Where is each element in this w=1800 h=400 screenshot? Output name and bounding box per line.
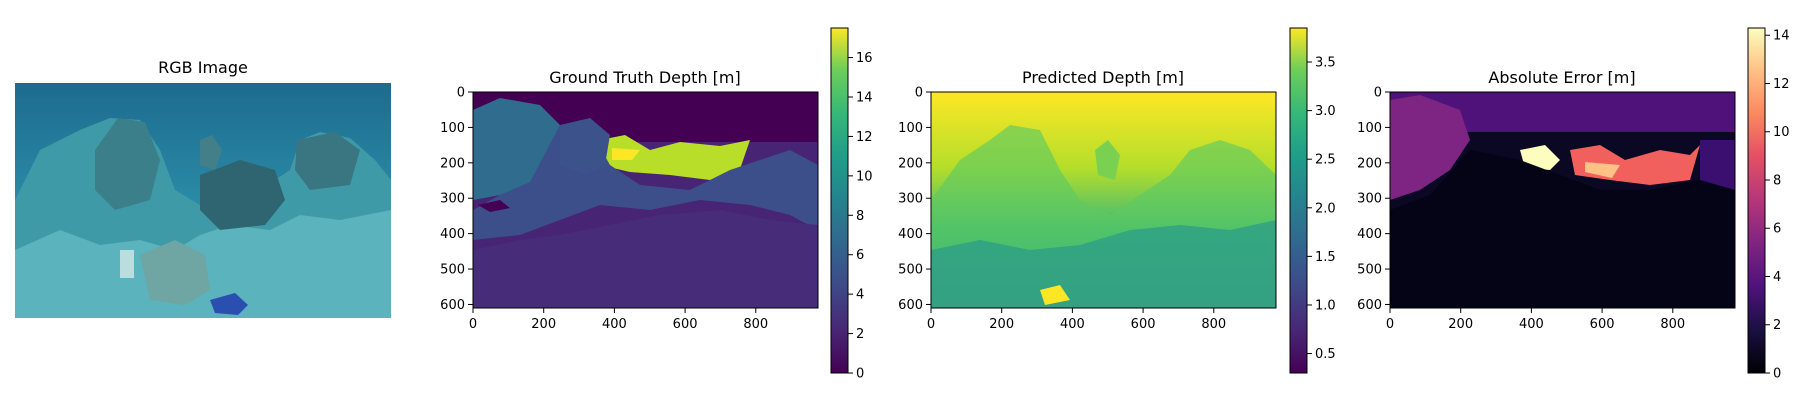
x-tick-label: 800 bbox=[1201, 317, 1226, 332]
x-tick-label: 200 bbox=[1448, 317, 1473, 332]
colorbar-tick-label: 2.0 bbox=[1315, 201, 1336, 216]
pred-title: Predicted Depth [m] bbox=[1022, 68, 1184, 87]
rgb-panel: RGB Image bbox=[15, 58, 391, 318]
y-tick-label: 0 bbox=[915, 86, 923, 101]
error-colorbar bbox=[1747, 27, 1766, 374]
y-tick-label: 200 bbox=[440, 156, 465, 171]
colorbar-tick-label: 8 bbox=[856, 209, 864, 224]
x-tick-label: 0 bbox=[927, 317, 935, 332]
pred-depth-map bbox=[931, 92, 1276, 308]
colorbar-tick-label: 2 bbox=[856, 327, 864, 342]
x-tick-label: 400 bbox=[602, 317, 627, 332]
gt-colorbar bbox=[830, 27, 849, 374]
y-tick-label: 600 bbox=[1357, 298, 1382, 313]
colorbar-tick-label: 4 bbox=[1773, 270, 1781, 285]
error-axes: 0 200 400 600 800 0 100 200 300 400 500 600 bbox=[1357, 86, 1685, 333]
pred-axes: 0 200 400 600 800 0 100 200 300 400 500 600 bbox=[898, 86, 1226, 333]
y-tick-label: 0 bbox=[457, 86, 465, 101]
error-panel: Absolute Error [m] 0 200 400 600 80001002003… bbox=[1357, 27, 1790, 382]
x-tick-label: 800 bbox=[1660, 317, 1685, 332]
colorbar-tick-label: 0 bbox=[1773, 367, 1781, 382]
x-tick-label: 200 bbox=[531, 317, 556, 332]
colorbar-tick-label: 2.5 bbox=[1315, 153, 1336, 168]
rgb-image bbox=[15, 83, 391, 318]
y-tick-label: 300 bbox=[898, 192, 923, 207]
y-tick-label: 100 bbox=[898, 121, 923, 136]
error-map bbox=[1390, 92, 1735, 308]
x-tick-label: 600 bbox=[673, 317, 698, 332]
gt-axes: 0 200 400 600 800 0 100 200 300 400 500 600 bbox=[440, 86, 768, 333]
x-tick-label: 600 bbox=[1590, 317, 1615, 332]
x-tick-label: 0 bbox=[469, 317, 477, 332]
colorbar-tick-label: 4 bbox=[856, 288, 864, 303]
gt-depth-panel: Ground Truth Depth [m] 0 200 400 600 8000100… bbox=[440, 27, 873, 382]
colorbar-tick-label: 14 bbox=[1773, 29, 1790, 44]
colorbar-tick-label: 0 bbox=[856, 367, 864, 382]
pred-depth-panel: Predicted Depth [m] 0 200 400 600 800 0 100 200… bbox=[898, 27, 1336, 374]
colorbar-tick-label: 6 bbox=[856, 248, 864, 263]
colorbar-tick-label: 12 bbox=[1773, 77, 1790, 92]
y-tick-label: 200 bbox=[1357, 156, 1382, 171]
colorbar-tick-label: 3.5 bbox=[1315, 56, 1336, 71]
y-tick-label: 500 bbox=[440, 263, 465, 278]
x-tick-label: 200 bbox=[989, 317, 1014, 332]
gt-colorbar-ticks: 0 2 4 6 8 10 12 14 16 bbox=[848, 51, 873, 382]
x-tick-label: 600 bbox=[1131, 317, 1156, 332]
pred-colorbar-ticks: 0.5 1.0 1.5 2.0 2.5 3.0 3.5 bbox=[1307, 56, 1336, 362]
error-title: Absolute Error [m] bbox=[1488, 68, 1635, 87]
colorbar-tick-label: 8 bbox=[1773, 173, 1781, 188]
colorbar-tick-label: 16 bbox=[856, 51, 873, 66]
y-tick-label: 100 bbox=[440, 121, 465, 136]
colorbar-tick-label: 12 bbox=[856, 130, 873, 145]
y-tick-label: 300 bbox=[1357, 192, 1382, 207]
pred-colorbar bbox=[1289, 27, 1308, 374]
x-tick-label: 800 bbox=[743, 317, 768, 332]
colorbar-tick-label: 2 bbox=[1773, 318, 1781, 333]
y-tick-label: 100 bbox=[1357, 121, 1382, 136]
colorbar-tick-label: 3.0 bbox=[1315, 104, 1336, 119]
colorbar-tick-label: 6 bbox=[1773, 222, 1781, 237]
x-tick-label: 400 bbox=[1060, 317, 1085, 332]
error-colorbar-ticks: 0 2 4 6 8 10 12 14 bbox=[1765, 29, 1790, 382]
y-tick-label: 300 bbox=[440, 192, 465, 207]
colorbar-tick-label: 10 bbox=[856, 169, 873, 184]
y-tick-label: 200 bbox=[898, 156, 923, 171]
gt-depth-map bbox=[473, 92, 818, 308]
colorbar-tick-label: 0.5 bbox=[1315, 347, 1336, 362]
y-tick-label: 400 bbox=[898, 227, 923, 242]
colorbar-tick-label: 10 bbox=[1773, 125, 1790, 140]
y-tick-label: 500 bbox=[1357, 263, 1382, 278]
y-tick-label: 600 bbox=[898, 298, 923, 313]
colorbar-tick-label: 1.0 bbox=[1315, 298, 1336, 313]
colorbar-tick-label: 1.5 bbox=[1315, 250, 1336, 265]
gt-title: Ground Truth Depth [m] bbox=[549, 68, 740, 87]
x-tick-label: 0 bbox=[1386, 317, 1394, 332]
rgb-title: RGB Image bbox=[158, 58, 248, 77]
colorbar-tick-label: 14 bbox=[856, 91, 873, 106]
y-tick-label: 400 bbox=[1357, 227, 1382, 242]
y-tick-label: 600 bbox=[440, 298, 465, 313]
y-tick-label: 500 bbox=[898, 263, 923, 278]
y-tick-label: 0 bbox=[1374, 86, 1382, 101]
x-tick-label: 400 bbox=[1519, 317, 1544, 332]
y-tick-label: 400 bbox=[440, 227, 465, 242]
